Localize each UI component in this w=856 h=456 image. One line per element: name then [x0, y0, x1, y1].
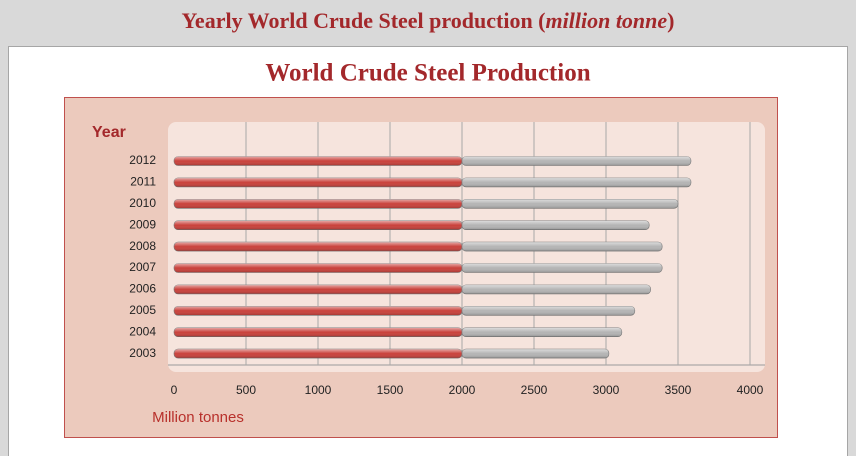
bar-shine	[174, 199, 462, 209]
bar-shine	[462, 242, 663, 252]
x-axis-label: Million tonnes	[152, 409, 244, 426]
x-tick-label: 1500	[377, 383, 404, 397]
x-tick-label: 0	[171, 383, 178, 397]
x-tick-label: 3000	[593, 383, 620, 397]
y-tick-label: 2009	[129, 217, 156, 231]
y-tick-label: 2007	[129, 260, 156, 274]
bar-shine	[462, 284, 651, 294]
chart-title: World Crude Steel Production	[265, 60, 590, 87]
x-tick-label: 4000	[737, 383, 764, 397]
bar-shine	[174, 177, 462, 187]
bar-shine	[462, 327, 622, 337]
bar-shine	[462, 220, 650, 230]
header-title-start: Yearly World Crude Steel production (	[181, 8, 545, 33]
bar-shine	[174, 220, 462, 230]
bar-shine	[462, 177, 691, 187]
x-tick-label: 3500	[665, 383, 692, 397]
bar-shine	[462, 156, 691, 166]
y-tick-label: 2006	[129, 282, 156, 296]
bar-shine	[462, 306, 635, 316]
bar-shine	[462, 349, 609, 359]
x-tick-label: 2000	[449, 383, 476, 397]
bar-shine	[462, 263, 663, 273]
bar-shine	[174, 263, 462, 273]
y-tick-label: 2010	[129, 196, 156, 210]
bar-shine	[174, 242, 462, 252]
bar-shine	[462, 199, 678, 209]
bar-shine	[174, 156, 462, 166]
header-title-end: )	[667, 8, 674, 33]
y-axis-label: Year	[92, 124, 126, 141]
y-tick-label: 2003	[129, 346, 156, 360]
header-title: Yearly World Crude Steel production (mil…	[181, 8, 674, 33]
y-tick-label: 2005	[129, 303, 156, 317]
y-tick-label: 2012	[129, 153, 156, 167]
y-tick-label: 2008	[129, 239, 156, 253]
y-tick-label: 2011	[130, 175, 156, 189]
bar-shine	[174, 284, 462, 294]
y-tick-label: 2004	[129, 324, 156, 338]
bar-shine	[174, 306, 462, 316]
header-title-italic: million tonne	[546, 8, 668, 33]
x-tick-label: 1000	[305, 383, 332, 397]
x-tick-label: 2500	[521, 383, 548, 397]
bar-shine	[174, 349, 462, 359]
x-tick-label: 500	[236, 383, 256, 397]
bar-shine	[174, 327, 462, 337]
